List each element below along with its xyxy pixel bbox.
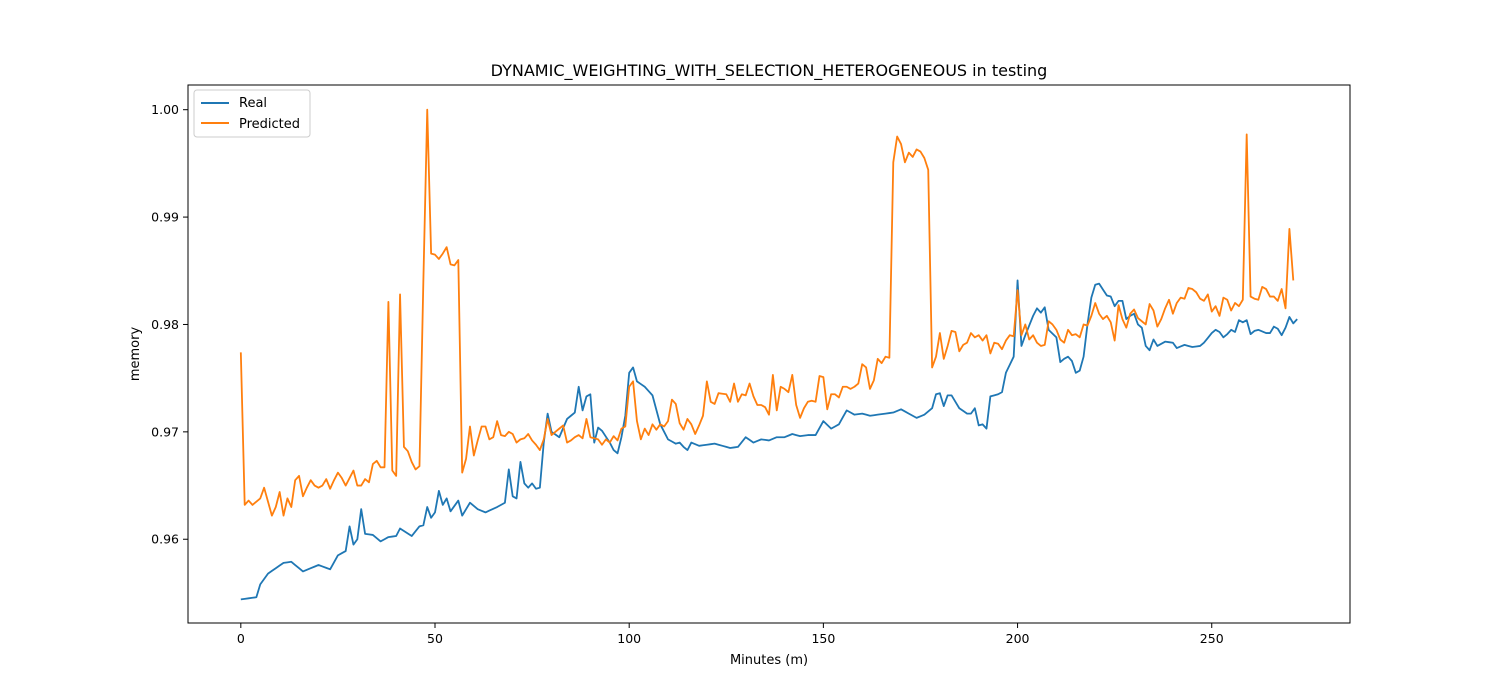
x-tick-label: 100 bbox=[617, 631, 641, 646]
x-tick-label: 250 bbox=[1200, 631, 1224, 646]
x-tick-label: 150 bbox=[811, 631, 835, 646]
y-axis-ticks: 0.96 0.97 0.98 0.99 1.00 bbox=[151, 102, 188, 547]
plot-frame bbox=[187, 84, 1351, 624]
y-tick-label: 0.98 bbox=[151, 317, 179, 332]
series-line-predicted bbox=[239, 108, 1295, 517]
x-tick-label: 200 bbox=[1006, 631, 1030, 646]
x-tick-label: 50 bbox=[427, 631, 443, 646]
y-axis-label: memory bbox=[128, 327, 143, 382]
legend: Real Predicted bbox=[193, 89, 311, 138]
y-tick-label: 0.99 bbox=[151, 210, 179, 225]
series-layer bbox=[239, 108, 1298, 601]
y-tick-label: 0.97 bbox=[151, 424, 179, 439]
y-tick-label: 0.96 bbox=[151, 532, 179, 547]
x-axis-ticks: 0 50 100 150 200 250 bbox=[237, 623, 1224, 646]
series-line-real bbox=[240, 279, 1298, 601]
legend-box bbox=[193, 89, 311, 138]
x-tick-label: 0 bbox=[237, 631, 245, 646]
legend-label-predicted: Predicted bbox=[239, 117, 300, 132]
y-tick-label: 1.00 bbox=[151, 102, 179, 117]
legend-label-real: Real bbox=[239, 96, 267, 111]
x-axis-label: Minutes (m) bbox=[730, 653, 808, 668]
chart-title: DYNAMIC_WEIGHTING_WITH_SELECTION_HETEROG… bbox=[491, 61, 1048, 81]
